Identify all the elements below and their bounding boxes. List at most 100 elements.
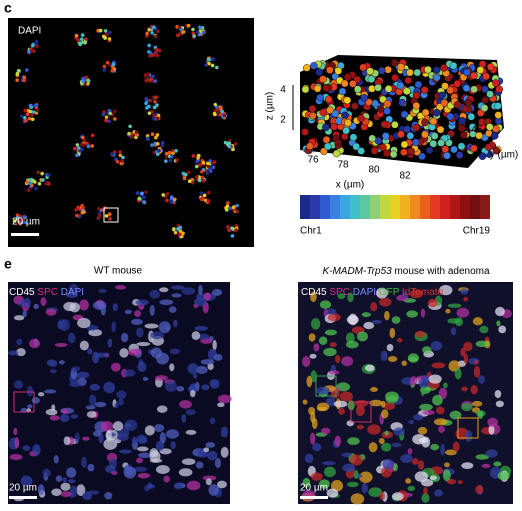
cell — [124, 309, 133, 315]
cell — [195, 461, 204, 469]
z-tick: 2 — [280, 115, 286, 126]
nucleus-dot — [174, 149, 178, 153]
cell — [209, 336, 214, 342]
cell — [308, 333, 316, 342]
nucleus-dot — [201, 178, 206, 183]
cell — [8, 350, 19, 356]
sphere — [440, 64, 448, 72]
colorbar-segment — [390, 195, 400, 219]
cell — [185, 409, 196, 416]
cell — [494, 389, 502, 399]
sphere — [441, 145, 450, 153]
sphere — [470, 71, 478, 80]
cell — [400, 454, 413, 464]
sphere — [352, 142, 360, 151]
nucleus-dot — [164, 159, 168, 163]
scale-bar — [9, 496, 37, 499]
cell — [149, 289, 160, 299]
x-label: x (µm) — [336, 180, 365, 191]
nucleus-dot — [86, 79, 91, 83]
nucleus-dot — [25, 68, 29, 72]
colorbar-segment — [420, 195, 430, 219]
cell — [33, 303, 40, 310]
sphere — [379, 143, 387, 152]
sphere — [413, 68, 422, 77]
nucleus-dot — [186, 23, 191, 28]
sphere — [391, 73, 399, 82]
nucleus-dot — [199, 197, 204, 201]
nucleus-dot — [110, 69, 115, 73]
cell — [497, 471, 510, 481]
cell — [423, 487, 428, 495]
title-italic: K-MADM-Trp53 — [322, 266, 392, 277]
nucleus-dot — [195, 30, 200, 34]
sphere — [359, 63, 367, 72]
cell — [53, 455, 59, 464]
nucleus-dot — [102, 68, 107, 72]
nucleus-dot — [84, 37, 88, 41]
nucleus-dot — [153, 99, 157, 104]
cell — [87, 463, 95, 472]
nucleus-dot — [82, 138, 86, 143]
cell — [26, 385, 34, 397]
cell — [209, 379, 218, 387]
cell — [58, 360, 65, 365]
sphere — [357, 147, 365, 155]
sphere — [446, 86, 455, 95]
nucleus-dot — [148, 51, 153, 55]
cell — [107, 338, 113, 348]
nucleus-dot — [219, 105, 223, 110]
sphere — [400, 140, 409, 149]
cell — [304, 453, 314, 464]
cell — [460, 288, 469, 295]
nucleus-dot — [157, 148, 161, 153]
nucleus-dot — [199, 191, 204, 195]
nucleus-dot — [157, 48, 162, 53]
cell — [103, 438, 118, 450]
cell — [49, 415, 60, 421]
cell — [104, 491, 113, 500]
nucleus-dot — [18, 214, 23, 219]
sphere — [407, 147, 415, 156]
cell — [131, 436, 138, 445]
sphere — [404, 76, 413, 85]
cell — [447, 303, 462, 308]
nucleus-dot — [75, 143, 80, 147]
cell — [123, 369, 136, 377]
nucleus-dot — [102, 64, 107, 69]
cell — [51, 488, 62, 496]
cell — [88, 329, 103, 337]
cell — [89, 383, 101, 391]
nucleus-dot — [177, 232, 182, 237]
cell — [150, 347, 163, 359]
cell — [67, 332, 76, 344]
cell — [150, 331, 165, 340]
nucleus-dot — [34, 39, 39, 44]
cell — [40, 297, 47, 306]
nucleus-dot — [113, 109, 117, 113]
sphere — [366, 67, 374, 76]
cell — [302, 356, 311, 368]
cell — [137, 361, 147, 373]
nucleus-dot — [127, 131, 131, 136]
cell — [22, 310, 27, 318]
nucleus-dot — [103, 35, 108, 40]
sphere — [481, 96, 489, 104]
sphere — [406, 131, 415, 140]
cell — [460, 347, 466, 357]
nucleus-dot — [105, 60, 110, 65]
colorbar-segment — [410, 195, 420, 219]
cell — [186, 480, 201, 491]
nucleus-dot — [203, 198, 208, 203]
nucleus-dot — [207, 167, 212, 172]
cell — [427, 298, 438, 308]
cell — [464, 430, 473, 442]
cell — [205, 478, 212, 486]
nucleus-dot — [152, 25, 156, 30]
nucleus-dot — [128, 124, 132, 129]
cell — [472, 317, 483, 326]
sphere — [482, 72, 490, 81]
nucleus-dot — [34, 186, 38, 191]
channel: SPC — [329, 287, 350, 298]
nucleus-dot — [129, 135, 134, 139]
